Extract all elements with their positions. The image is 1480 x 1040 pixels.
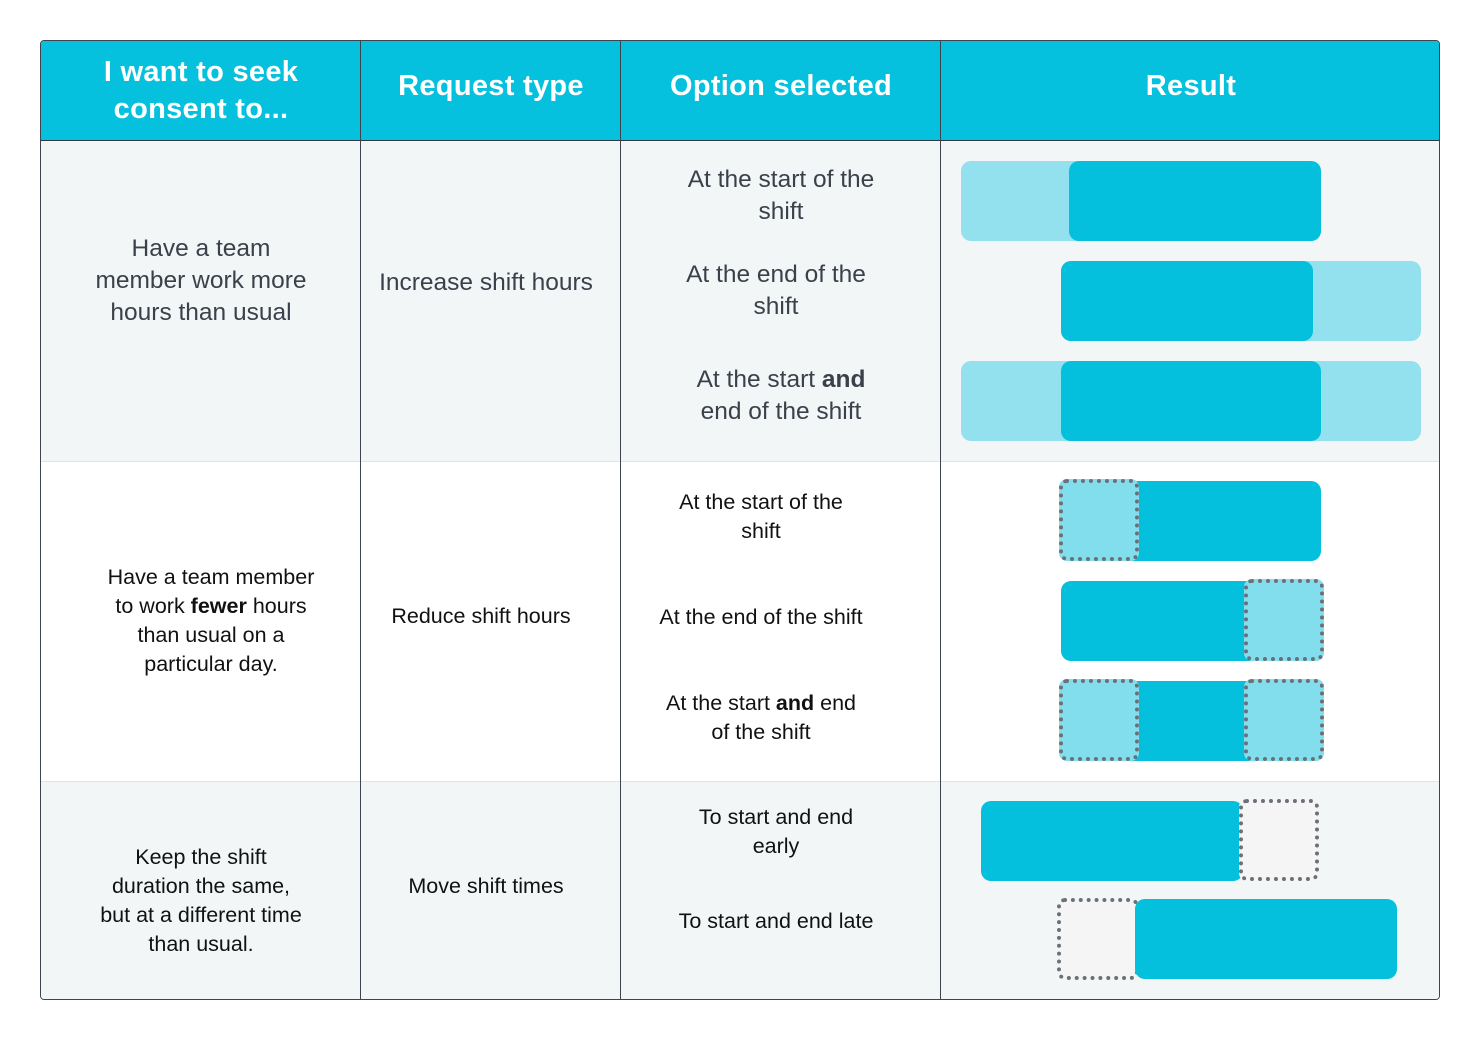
option-line: To start and end	[698, 805, 854, 829]
intent-line: Have a team member	[107, 565, 315, 589]
header-request-type: Request type	[398, 69, 584, 102]
request-move-shift-times: Move shift times	[408, 873, 564, 898]
header-row	[41, 41, 1439, 141]
shift-block	[1061, 361, 1321, 441]
consent-table: I want to seek consent to... Request typ…	[40, 40, 1440, 1000]
column-divider	[620, 41, 621, 999]
request-increase-shift-hours: Increase shift hours	[379, 269, 593, 296]
option-line: shift	[741, 519, 781, 543]
option-text: end	[814, 691, 857, 715]
option-end: At the end of the shift	[616, 256, 936, 326]
removed-time-block	[1244, 579, 1324, 661]
intent-fewer-hours: Have a team member to work fewer hours t…	[71, 541, 351, 701]
shift-block	[1069, 161, 1321, 241]
intent-line: member work more	[95, 267, 307, 294]
intent-line: hours than usual	[110, 299, 292, 326]
option-emphasis: and	[821, 366, 866, 393]
option-start-and-end: At the start and end of the shift	[601, 687, 921, 749]
intent-line: but at a different time	[100, 903, 302, 927]
vacated-time-block	[1057, 898, 1139, 980]
intent-line: than usual on a	[137, 623, 285, 647]
option-early: To start and end early	[616, 801, 936, 863]
option-late: To start and end late	[678, 908, 874, 933]
intent-emphasis: fewer	[190, 594, 247, 618]
intent-text: to work	[115, 594, 191, 618]
option-end: At the end of the shift	[659, 604, 863, 629]
header-intent-line: consent to...	[113, 93, 289, 125]
intent-move-times: Keep the shift duration the same, but at…	[61, 836, 341, 966]
option-text: At the start	[665, 691, 776, 715]
removed-time-block	[1059, 679, 1139, 761]
intent-line: particular day.	[144, 652, 278, 676]
header-result: Result	[1145, 69, 1237, 102]
intent-line: duration the same,	[111, 874, 291, 898]
option-line: of the shift	[711, 720, 811, 744]
option-start: At the start of the shift	[621, 161, 941, 231]
header-intent: I want to seek consent to...	[41, 41, 361, 141]
shift-block	[981, 801, 1243, 881]
request-reduce-shift-hours: Reduce shift hours	[391, 603, 571, 628]
option-line: early	[752, 834, 800, 858]
intent-line: Keep the shift	[135, 845, 267, 869]
removed-time-block	[1059, 479, 1139, 561]
column-divider	[940, 41, 941, 999]
option-start: At the start of the shift	[601, 486, 921, 548]
option-line: shift	[758, 198, 804, 225]
intent-more-hours: Have a team member work more hours than …	[41, 191, 361, 371]
option-emphasis: and	[775, 691, 815, 715]
header-intent-line: I want to seek	[103, 56, 299, 88]
vacated-time-block	[1239, 799, 1319, 881]
option-line: end of the shift	[700, 398, 862, 425]
header-option-selected: Option selected	[669, 69, 893, 102]
removed-time-block	[1244, 679, 1324, 761]
intent-line: Have a team	[131, 235, 271, 262]
option-line: shift	[753, 293, 799, 320]
column-divider	[360, 41, 361, 999]
intent-line: than usual.	[148, 932, 254, 956]
option-line: At the end of the	[686, 261, 866, 288]
shift-block	[1135, 899, 1397, 979]
option-line: At the start of the	[679, 490, 843, 514]
option-text: At the start	[696, 366, 822, 393]
option-start-and-end: At the start and end of the shift	[621, 361, 941, 431]
shift-block	[1061, 261, 1313, 341]
option-line: At the start of the	[687, 166, 875, 193]
intent-text: hours	[246, 594, 307, 618]
